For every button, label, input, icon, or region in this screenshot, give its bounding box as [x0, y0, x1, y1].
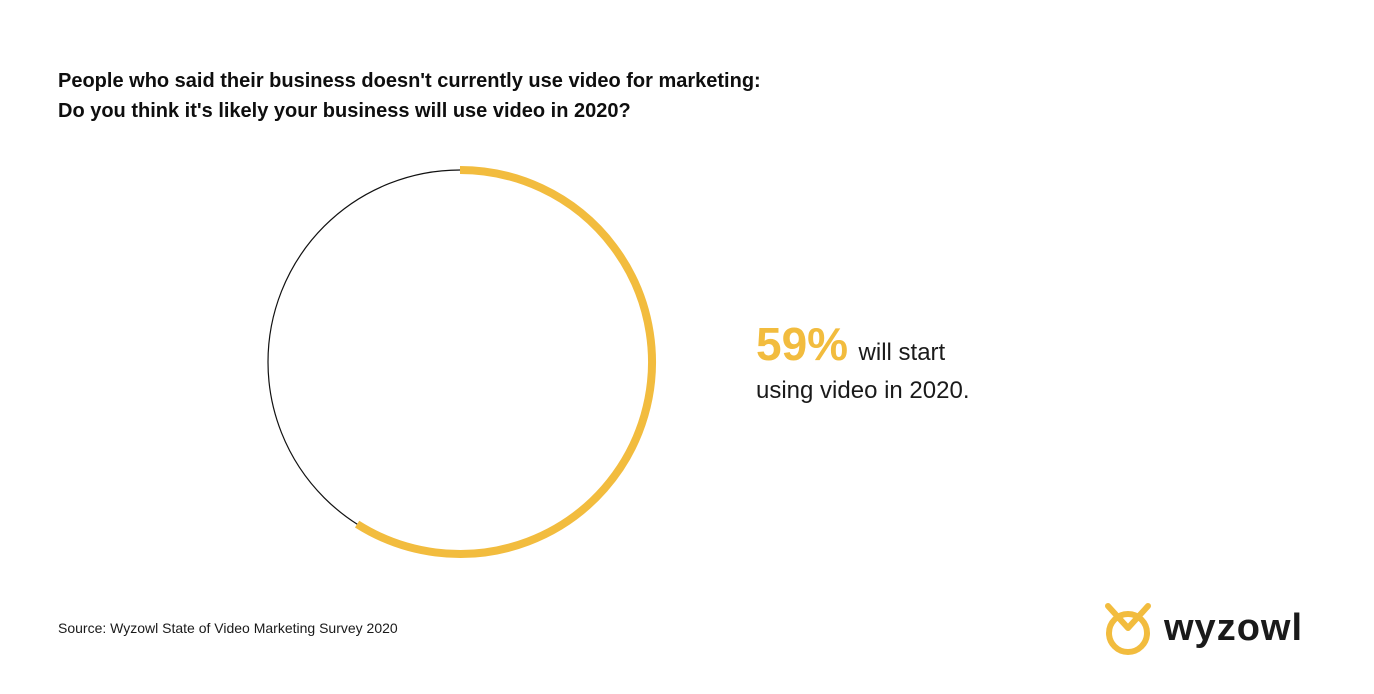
stat-text-line-1: will start	[858, 339, 946, 366]
stat-callout: 59% will start using video in 2020.	[756, 314, 1176, 406]
chart-title-line-1: People who said their business doesn't c…	[58, 70, 761, 92]
stat-text-line-2: using video in 2020.	[756, 377, 970, 404]
wyzowl-logo: wyzowl	[1100, 598, 1303, 658]
source-note: Source: Wyzowl State of Video Marketing …	[58, 620, 398, 636]
logo-text: wyzowl	[1164, 607, 1304, 649]
chart-title-line-2: Do you think it's likely your business w…	[58, 100, 631, 122]
wyzowl-owl-icon	[1105, 603, 1151, 655]
donut-chart	[267, 166, 656, 558]
chart-title: People who said their business doesn't c…	[58, 66, 958, 126]
donut-slice-will-start	[354, 166, 656, 558]
stat-value: 59%	[756, 318, 849, 370]
